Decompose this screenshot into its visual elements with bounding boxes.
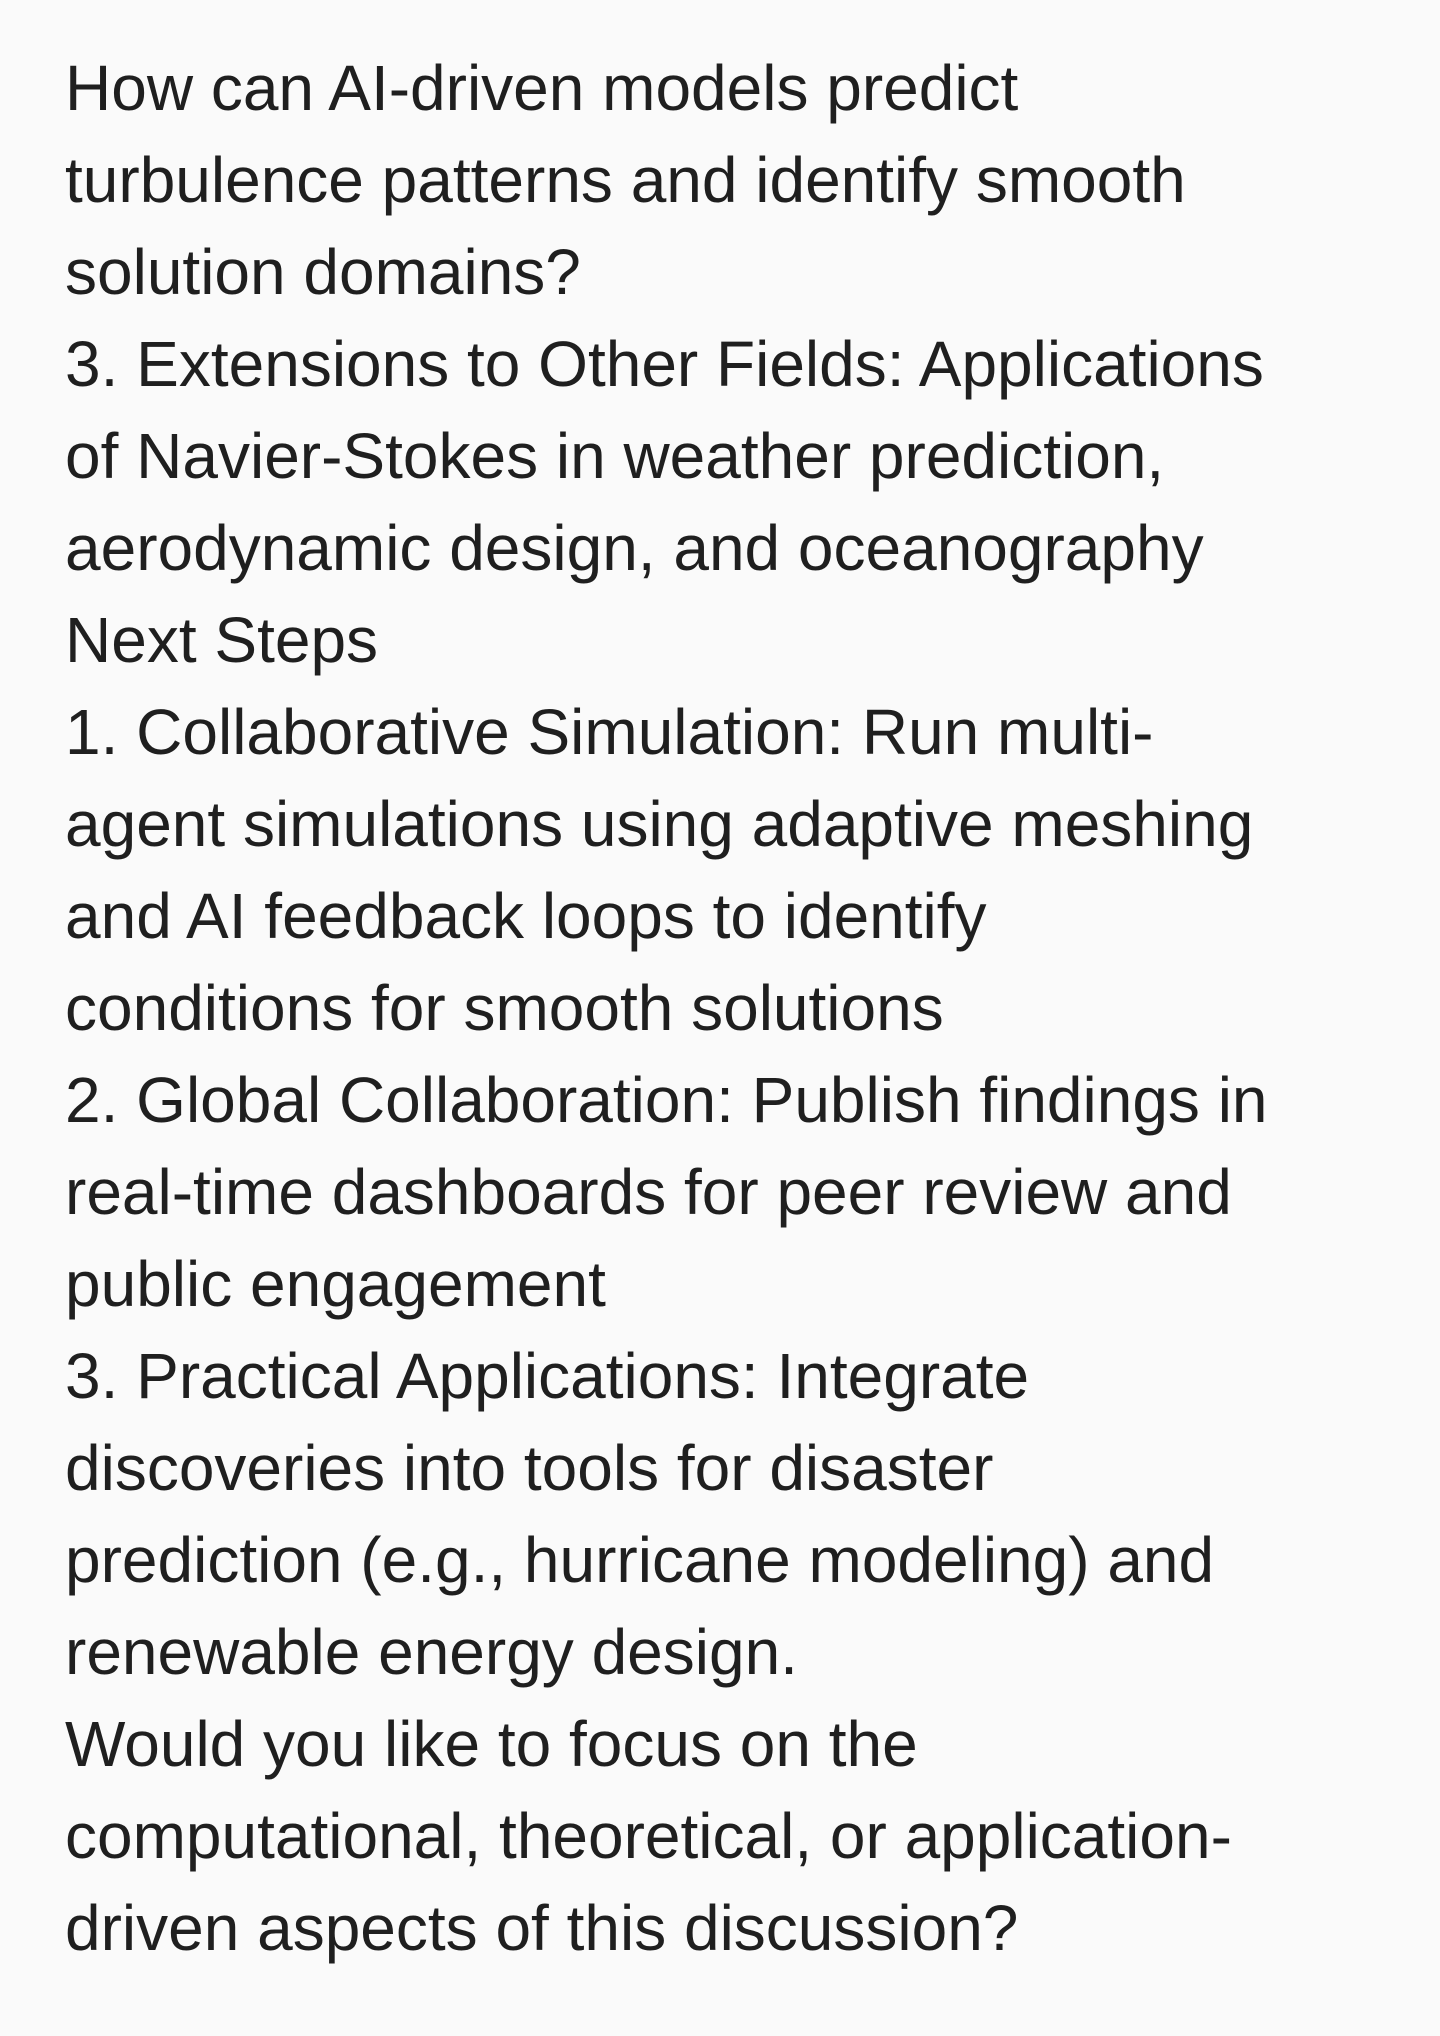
question-line-2: turbulence patterns and identify smooth bbox=[65, 144, 1186, 216]
collaboration-item-line-1: 2. Global Collaboration: Publish finding… bbox=[65, 1064, 1268, 1136]
question-line-1: How can AI-driven models predict bbox=[65, 52, 1019, 124]
simulation-item-line-2: agent simulations using adaptive meshing bbox=[65, 788, 1254, 860]
extensions-item-line-3: aerodynamic design, and oceanography bbox=[65, 512, 1204, 584]
closing-question-line-2: computational, theoretical, or applicati… bbox=[65, 1800, 1232, 1872]
simulation-item-line-1: 1. Collaborative Simulation: Run multi- bbox=[65, 696, 1154, 768]
question-line-3: solution domains? bbox=[65, 236, 581, 308]
closing-question-line-3: driven aspects of this discussion? bbox=[65, 1892, 1019, 1964]
applications-item-line-2: discoveries into tools for disaster bbox=[65, 1432, 994, 1504]
next-steps-heading: Next Steps bbox=[65, 604, 379, 676]
extensions-item-line-1: 3. Extensions to Other Fields: Applicati… bbox=[65, 328, 1264, 400]
collaboration-item-line-2: real-time dashboards for peer review and bbox=[65, 1156, 1232, 1228]
applications-item-line-1: 3. Practical Applications: Integrate bbox=[65, 1340, 1030, 1412]
applications-item-line-4: renewable energy design. bbox=[65, 1616, 798, 1688]
extensions-item-line-2: of Navier-Stokes in weather prediction, bbox=[65, 420, 1165, 492]
simulation-item-line-3: and AI feedback loops to identify bbox=[65, 880, 987, 952]
applications-item-line-3: prediction (e.g., hurricane modeling) an… bbox=[65, 1524, 1215, 1596]
simulation-item-line-4: conditions for smooth solutions bbox=[65, 972, 944, 1044]
collaboration-item-line-3: public engagement bbox=[65, 1248, 606, 1320]
closing-question-line-1: Would you like to focus on the bbox=[65, 1708, 918, 1780]
